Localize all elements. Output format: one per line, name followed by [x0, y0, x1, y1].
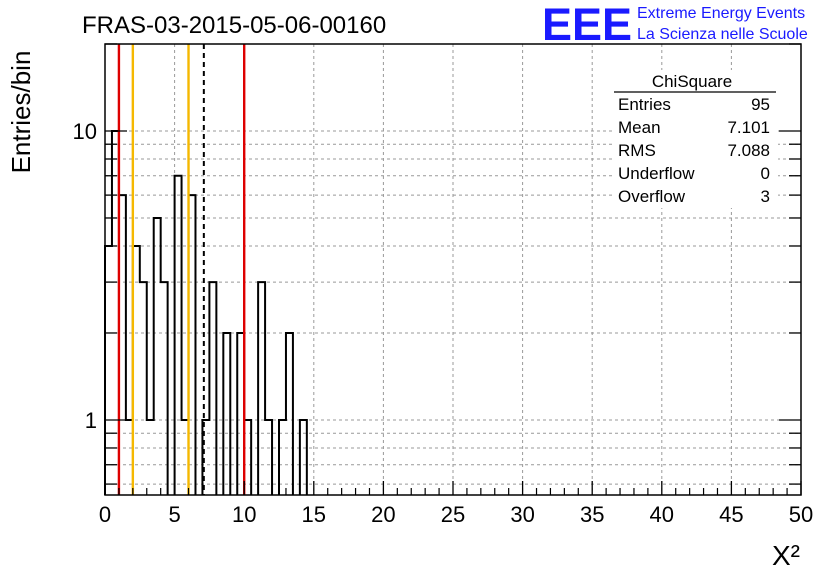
stats-label-entries: Entries — [618, 95, 671, 114]
x-tick-label: 5 — [168, 502, 180, 527]
stats-box-bg — [612, 70, 778, 208]
histogram-bar — [209, 282, 216, 495]
x-tick-label: 35 — [580, 502, 604, 527]
stats-title: ChiSquare — [652, 72, 732, 91]
stats-value-underflow: 0 — [761, 164, 770, 183]
x-tick-label: 15 — [302, 502, 326, 527]
histogram-outline — [104, 129, 308, 495]
x-tick-label: 30 — [510, 502, 534, 527]
reference-lines — [117, 44, 246, 495]
histogram-bar — [175, 176, 182, 495]
x-tick-label: 40 — [650, 502, 674, 527]
x-tick-label: 50 — [789, 502, 813, 527]
logo-line1: Extreme Energy Events — [637, 5, 805, 22]
x-axis-label: X² — [772, 540, 800, 571]
x-tick-label: 20 — [371, 502, 395, 527]
stats-value-overflow: 3 — [761, 187, 770, 206]
stats-label-rms: RMS — [618, 141, 656, 160]
stats-label-overflow: Overflow — [618, 187, 686, 206]
histogram-bar — [105, 246, 112, 495]
logo-mark: EEE — [542, 0, 632, 50]
stats-value-entries: 95 — [751, 95, 770, 114]
logo-line2: La Scienza nelle Scuole — [637, 26, 808, 43]
histogram-bar — [223, 333, 230, 495]
stats-label-underflow: Underflow — [618, 164, 695, 183]
y-axis-label: Entries/bin — [6, 51, 36, 174]
histogram-bar — [258, 282, 265, 495]
stats-box: ChiSquare Entries 95 Mean 7.101 RMS 7.08… — [612, 70, 778, 208]
axis-ticks — [104, 43, 802, 495]
histogram-bars — [105, 131, 307, 495]
histogram-bar — [154, 218, 161, 495]
stats-label-mean: Mean — [618, 118, 661, 137]
x-tick-label: 10 — [232, 502, 256, 527]
x-tick-label: 45 — [719, 502, 743, 527]
histogram-bar — [161, 282, 168, 495]
y-tick-label: 1 — [85, 408, 97, 433]
x-tick-label: 0 — [99, 502, 111, 527]
y-tick-label: 10 — [73, 119, 97, 144]
eee-logo: EEE Extreme Energy Events La Scienza nel… — [542, 0, 808, 50]
stats-value-rms: 7.088 — [727, 141, 770, 160]
stats-value-mean: 7.101 — [727, 118, 770, 137]
x-tick-label: 25 — [441, 502, 465, 527]
histogram-bar — [286, 333, 293, 495]
histogram-bar — [140, 282, 147, 495]
chart-title: FRAS-03-2015-05-06-00160 — [82, 12, 386, 39]
